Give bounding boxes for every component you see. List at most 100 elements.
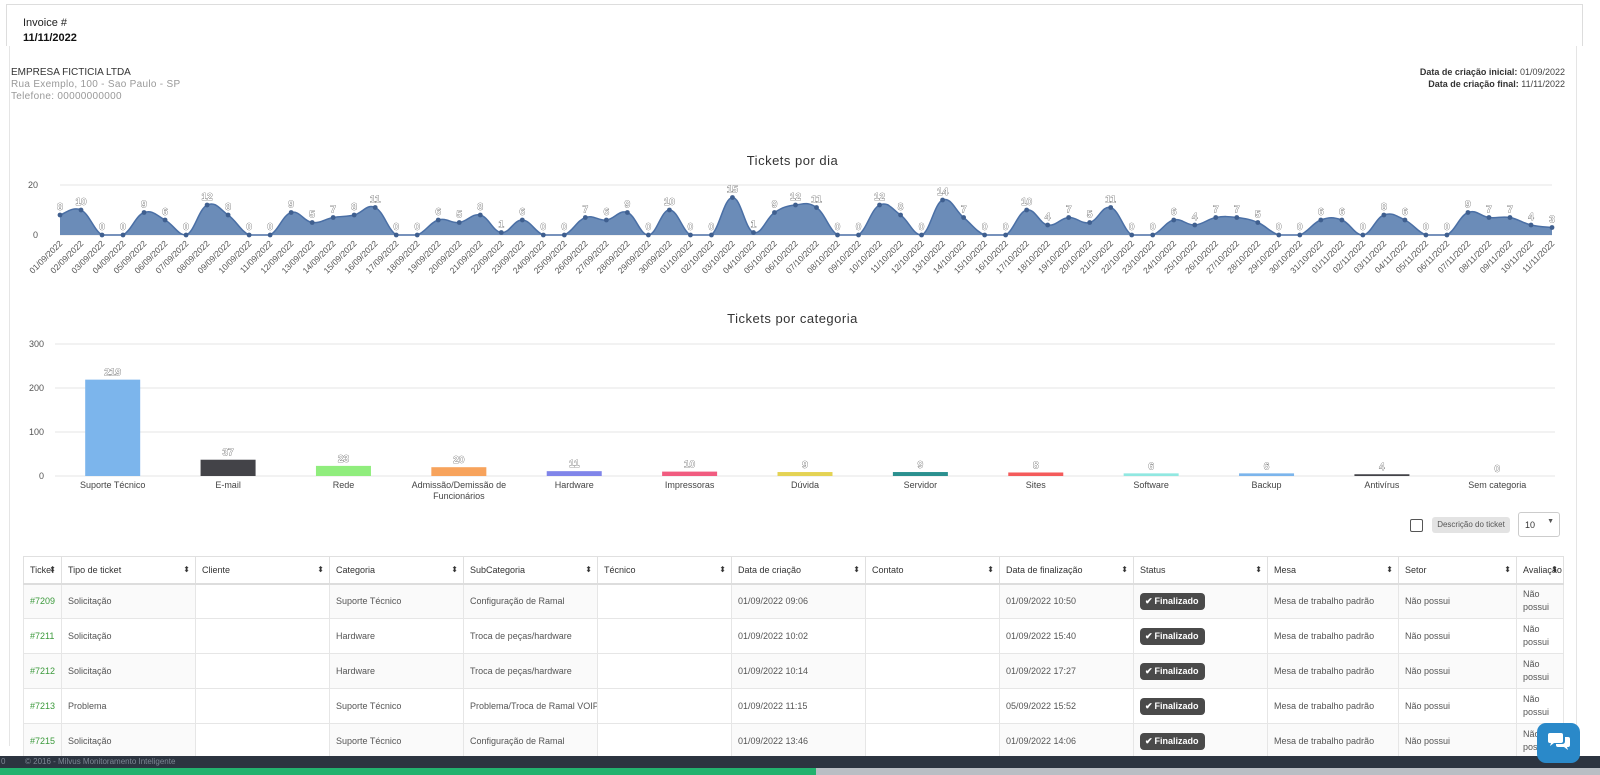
column-header-status[interactable]: Status ⬍ xyxy=(1133,556,1268,585)
data-label: 10 xyxy=(684,460,696,471)
table-row[interactable]: #7215 Solicitação Suporte Técnico Configura… xyxy=(23,723,1564,759)
data-label: 15 xyxy=(727,185,739,196)
data-label: 12 xyxy=(202,192,214,203)
data-label: 6 xyxy=(162,207,168,218)
cell-setor: Não possui xyxy=(1398,688,1517,724)
column-header-tecnico[interactable]: Técnico ⬍ xyxy=(597,556,732,585)
data-label: 9 xyxy=(772,200,778,211)
data-label: 0 xyxy=(709,222,715,233)
app-version: 0 xyxy=(1,757,6,766)
y-tick-label: 0 xyxy=(33,230,38,240)
data-label: 7 xyxy=(1234,205,1240,216)
column-header-finalizacao[interactable]: Data de finalização ⬍ xyxy=(999,556,1134,585)
cell-criacao: 01/09/2022 13:46 xyxy=(731,723,866,759)
data-label: 7 xyxy=(583,205,589,216)
column-header-mesa[interactable]: Mesa ⬍ xyxy=(1267,556,1399,585)
column-header-tipo[interactable]: Tipo de ticket ⬍ xyxy=(61,556,196,585)
data-label: 6 xyxy=(1148,461,1154,472)
data-label: 7 xyxy=(1213,205,1219,216)
data-label: 3 xyxy=(1549,215,1555,226)
cell-id[interactable]: #7212 xyxy=(23,653,62,689)
table-row[interactable]: #7212 Solicitação Hardware Troca de peças/h… xyxy=(23,653,1564,689)
cell-categoria: Suporte Técnico xyxy=(329,723,464,759)
description-toggle-button[interactable]: Descrição do ticket xyxy=(1432,517,1510,533)
data-point xyxy=(225,212,231,218)
data-point xyxy=(1045,222,1051,228)
data-label: 8 xyxy=(57,202,63,213)
column-header-contato[interactable]: Contato ⬍ xyxy=(865,556,1000,585)
cell-setor: Não possui xyxy=(1398,618,1517,654)
table-row[interactable]: #7211 Solicitação Hardware Troca de peças/h… xyxy=(23,618,1564,654)
data-point xyxy=(582,215,588,220)
x-tick-label: Impressoras xyxy=(665,480,715,490)
data-label: 9 xyxy=(625,200,631,211)
page-size-select[interactable]: 10 ▼ xyxy=(1518,512,1560,537)
data-label: 6 xyxy=(1339,207,1345,218)
table-row[interactable]: #7209 Solicitação Suporte Técnico Configura… xyxy=(23,583,1564,619)
invoice-label: Invoice # xyxy=(23,17,68,29)
cell-mesa: Mesa de trabalho padrão xyxy=(1267,618,1399,654)
data-point xyxy=(898,212,903,218)
cell-status: ✔ Finalizado xyxy=(1133,618,1268,654)
data-point xyxy=(793,202,798,208)
data-point xyxy=(540,232,546,238)
table-row[interactable]: #7213 Problema Suporte Técnico Problema/Tro… xyxy=(23,688,1564,724)
column-header-ticket[interactable]: Ticket ⬍ xyxy=(23,556,62,585)
data-point xyxy=(351,212,357,218)
invoice-date: 11/11/2022 xyxy=(23,32,77,44)
cell-categoria: Suporte Técnico xyxy=(329,688,464,724)
data-point xyxy=(856,232,861,238)
cell-id[interactable]: #7211 xyxy=(23,618,62,654)
cell-subcategoria: Configuração de Ramal xyxy=(463,583,598,619)
data-point xyxy=(498,230,504,235)
data-point xyxy=(603,217,609,223)
bar xyxy=(546,471,602,476)
column-header-label: Setor xyxy=(1405,564,1427,575)
status-badge: ✔ Finalizado xyxy=(1140,627,1205,645)
column-header-cliente[interactable]: Cliente ⬍ xyxy=(195,556,330,585)
app-footer: 0 © 2016 - Milvus Monitoramento Intelige… xyxy=(0,756,1600,768)
data-label: 1 xyxy=(751,220,757,231)
cell-cliente xyxy=(195,688,330,724)
column-header-label: Ticket xyxy=(30,564,54,575)
cell-tecnico xyxy=(597,583,732,619)
cell-contato xyxy=(865,618,1000,654)
period-end: Data de criação final: 11/11/2022 xyxy=(1420,78,1565,90)
cell-id[interactable]: #7213 xyxy=(23,688,62,724)
column-header-categoria[interactable]: Categoria ⬍ xyxy=(329,556,464,585)
data-point xyxy=(772,210,777,215)
data-point xyxy=(1192,222,1198,228)
data-point xyxy=(1213,215,1219,220)
cell-setor: Não possui xyxy=(1398,723,1517,759)
column-header-avaliacao[interactable]: Avaliação ⬍ xyxy=(1516,556,1564,585)
data-label: 7 xyxy=(1066,205,1072,216)
cell-id[interactable]: #7215 xyxy=(23,723,62,759)
column-header-subcategoria[interactable]: SubCategoria ⬍ xyxy=(463,556,598,585)
cell-avaliacao: Não possui xyxy=(1516,653,1564,689)
data-label: 8 xyxy=(225,202,231,213)
data-label: 0 xyxy=(1360,222,1366,233)
column-header-label: Cliente xyxy=(202,564,231,575)
description-checkbox[interactable] xyxy=(1410,519,1423,532)
company-name: EMPRESA FICTICIA LTDA xyxy=(11,67,131,78)
cell-setor: Não possui xyxy=(1398,583,1517,619)
cell-categoria: Hardware xyxy=(329,618,464,654)
status-badge: ✔ Finalizado xyxy=(1140,592,1205,610)
period-end-label: Data de criação final: xyxy=(1428,79,1519,89)
data-point xyxy=(940,197,945,203)
sort-icon: ⬍ xyxy=(1121,565,1128,574)
column-header-setor[interactable]: Setor ⬍ xyxy=(1398,556,1517,585)
chat-button[interactable] xyxy=(1537,723,1580,763)
data-point xyxy=(519,217,525,223)
data-label: 23 xyxy=(338,454,350,465)
column-header-criacao[interactable]: Data de criação ⬍ xyxy=(731,556,866,585)
category-chart-title: Tickets por categoria xyxy=(727,311,858,326)
column-header-label: SubCategoria xyxy=(470,564,526,575)
cell-cliente xyxy=(195,583,330,619)
cell-id[interactable]: #7209 xyxy=(23,583,62,619)
x-tick-label: Dúvida xyxy=(791,480,819,490)
status-badge: ✔ Finalizado xyxy=(1140,697,1205,715)
data-point xyxy=(1486,215,1492,220)
